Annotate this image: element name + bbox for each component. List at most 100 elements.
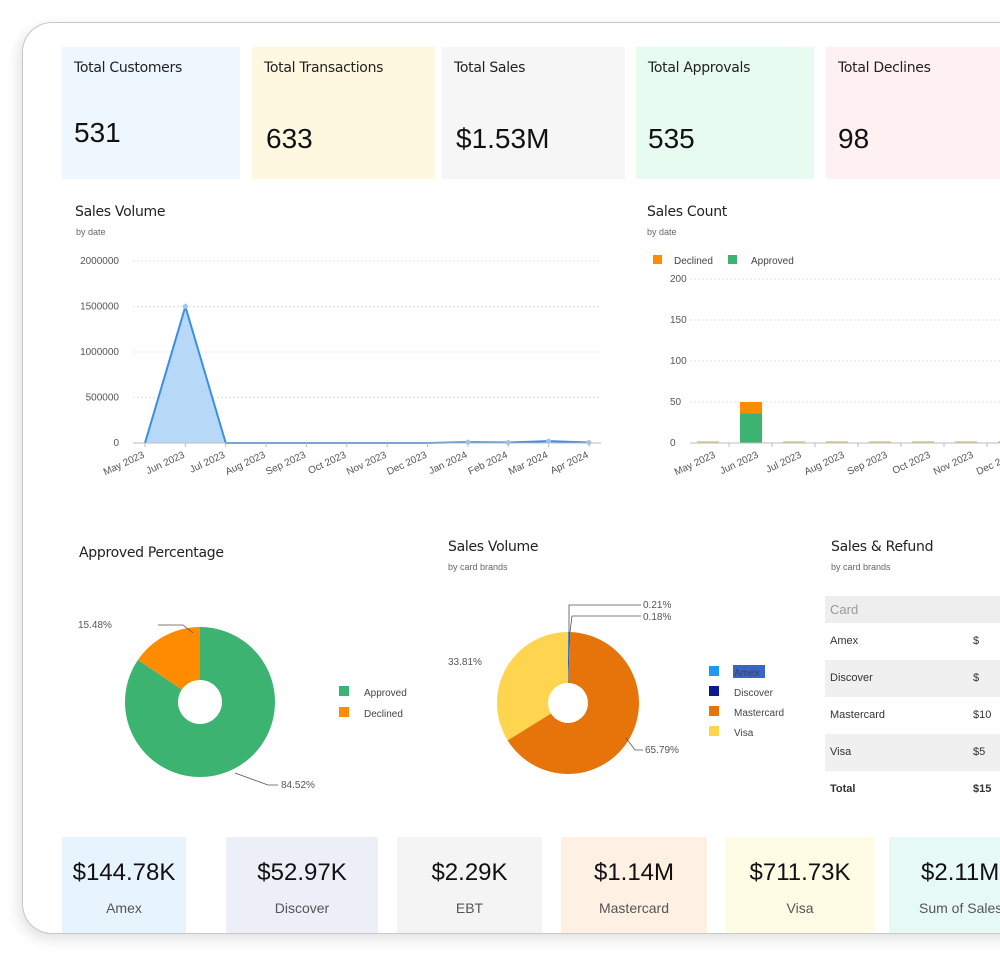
sales-volume-brand-title: Sales Volume: [448, 539, 539, 555]
sales-volume-brand-donut-chart: 0.21%0.18% 33.81% 65.79% Amex Discover Master…: [448, 600, 784, 774]
kpi-card-total-declines: Total Declines 98: [826, 47, 1000, 179]
brand-card-visa: $711.73K Visa: [725, 837, 875, 933]
table-header: Card: [825, 596, 1000, 623]
table-row: Visa $5: [825, 734, 1000, 771]
kpi-value: 633: [266, 123, 313, 154]
y-tick-label: 1000000: [80, 347, 119, 358]
legend-swatch: [709, 666, 719, 676]
table-row: Amex $: [825, 623, 1000, 660]
legend-label-approved: Approved: [751, 256, 794, 267]
brand-card-label: Sum of Sales: [919, 900, 1000, 916]
brand-card-value: $1.14M: [593, 859, 675, 886]
x-tick-label: Nov 2023: [932, 450, 976, 478]
brand-card-value: $144.78K: [72, 859, 176, 886]
table-cell-card: Amex: [830, 635, 859, 647]
donut-slice: [124, 627, 275, 778]
table-cell-amount: $: [973, 635, 980, 647]
brand-card-label: Amex: [106, 900, 142, 916]
slice-label-amex: 0.21%: [643, 600, 671, 611]
x-tick-label: Oct 2023: [891, 450, 933, 477]
slice-label-approved: 84.52%: [281, 780, 315, 791]
kpi-value: 531: [74, 117, 121, 148]
y-tick-label: 50: [670, 397, 682, 408]
kpi-card-total-customers: Total Customers 531: [62, 47, 240, 179]
kpi-label: Total Transactions: [264, 60, 384, 76]
x-tick-label: Dec 2023: [975, 450, 1000, 478]
legend-label-declined: Declined: [364, 709, 403, 720]
sales-count-title: Sales Count: [647, 204, 727, 220]
legend-swatch: [709, 686, 719, 696]
donut-slice: [568, 632, 570, 684]
donut-slice: [497, 632, 568, 741]
brand-card-ebt: $2.29K EBT: [397, 837, 542, 933]
leader-line: [625, 737, 643, 751]
y-tick-label: 200: [670, 274, 687, 285]
sales-refund-subtitle: by card brands: [831, 562, 891, 572]
approved-pct-title: Approved Percentage: [79, 545, 224, 561]
sales-refund-table: Card Amex $ Discover $ Mastercard $10 Visa $…: [825, 596, 1000, 808]
slice-label-visa: 33.81%: [448, 657, 482, 668]
legend-swatch-declined: [653, 255, 662, 264]
legend-label: Discover: [734, 688, 774, 699]
y-tick-label: 500000: [86, 393, 120, 404]
table-cell-card: Discover: [830, 672, 873, 684]
bar-declined: [740, 402, 762, 414]
brand-card-label: Mastercard: [598, 900, 670, 916]
data-point: [546, 438, 552, 444]
data-point: [182, 304, 188, 309]
slice-label-declined: 15.48%: [78, 620, 112, 631]
y-tick-label: 150: [670, 315, 687, 326]
bar-approved: [740, 413, 762, 443]
y-tick-label: 1500000: [80, 302, 119, 313]
table-cell-amount: $15: [973, 783, 992, 795]
table-cell-card: Mastercard: [830, 709, 886, 721]
brand-card-label: EBT: [455, 900, 484, 916]
brand-card-label: Discover: [274, 900, 330, 916]
kpi-label: Total Declines: [838, 60, 931, 76]
legend-swatch-approved: [339, 686, 349, 696]
legend-swatch-declined: [339, 707, 349, 717]
brand-card-value: $2.29K: [431, 859, 508, 886]
kpi-card-total-approvals: Total Approvals 535: [636, 47, 814, 179]
sales-volume-brand-subtitle: by card brands: [448, 562, 508, 572]
slice-label-discover: 0.18%: [643, 612, 671, 623]
leader-line: [158, 624, 194, 634]
leader-line: [234, 772, 278, 786]
table-cell-amount: $10: [973, 709, 992, 721]
kpi-label: Total Approvals: [648, 60, 751, 76]
donut-slice: [568, 632, 569, 684]
legend-swatch-approved: [728, 255, 737, 264]
legend-label: Mastercard: [734, 708, 784, 719]
donut-slice: [507, 632, 639, 774]
sales-volume-date-subtitle: by date: [76, 227, 106, 237]
legend-label-approved: Approved: [364, 688, 407, 699]
brand-card-value: $2.11M: [921, 859, 1000, 886]
x-tick-label: Sep 2023: [846, 450, 890, 478]
kpi-label: Total Customers: [74, 60, 182, 76]
legend-label: Amex: [734, 668, 760, 679]
kpi-label: Total Sales: [454, 60, 526, 76]
brand-card-value: $52.97K: [257, 859, 347, 886]
kpi-card-total-sales: Total Sales $1.53M: [442, 47, 625, 179]
legend-label: Visa: [734, 728, 754, 739]
table-total-row: Total $15: [825, 771, 1000, 808]
table-row: Discover $: [825, 660, 1000, 697]
brand-card-value: $711.73K: [749, 859, 851, 886]
kpi-card-total-transactions: Total Transactions 633: [252, 47, 435, 179]
y-tick-label: 0: [670, 438, 676, 449]
approved-pct-donut-chart: 15.48% 84.52% Approved Declined: [78, 620, 407, 791]
table-header-card: Card: [830, 602, 859, 617]
brand-card-label: Visa: [786, 900, 814, 916]
leader-line: [568, 604, 641, 632]
sales-volume-date-title: Sales Volume: [75, 204, 166, 220]
y-tick-label: 0: [113, 438, 119, 449]
legend-label-declined: Declined: [674, 256, 713, 267]
kpi-value: 98: [838, 123, 870, 154]
donut-slice: [138, 627, 200, 690]
leader-line: [569, 615, 641, 633]
brand-card-amex: $144.78K Amex: [62, 837, 186, 933]
table-cell-amount: $: [973, 672, 980, 684]
y-tick-label: 100: [670, 356, 687, 367]
